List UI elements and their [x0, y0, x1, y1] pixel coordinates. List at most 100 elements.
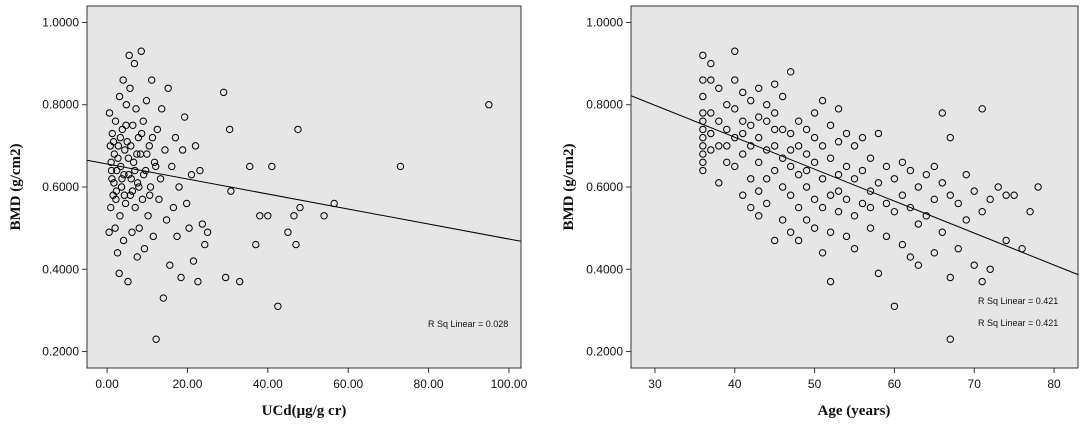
x-tick-label: 100.00: [491, 377, 528, 391]
data-point: [890, 207, 899, 216]
data-point: [139, 170, 148, 179]
data-point: [131, 166, 139, 175]
data-point: [107, 158, 115, 167]
data-point: [986, 265, 994, 273]
data-point: [842, 162, 851, 171]
data-point: [731, 133, 739, 142]
y-tick-label: 0.2000: [42, 345, 79, 359]
data-point: [834, 138, 843, 146]
data-point: [810, 195, 819, 204]
data-point: [866, 203, 875, 212]
data-point: [770, 80, 779, 88]
data-point: [1034, 183, 1042, 191]
data-point: [810, 133, 819, 142]
data-point: [120, 191, 129, 199]
data-point: [986, 195, 994, 204]
chart-left: 0.2000 0.4000 0.6000 0.8000 1.0000 0.00 20.00…: [8, 5, 528, 419]
data-point: [755, 84, 763, 92]
x-tick-label: 60: [888, 377, 902, 391]
data-point: [148, 133, 157, 142]
y-tick-label: 0.8000: [586, 98, 623, 112]
data-point: [126, 84, 134, 92]
data-point: [946, 273, 954, 282]
data-point: [135, 183, 143, 191]
data-point: [715, 84, 723, 92]
x-tick-label: 30: [648, 377, 662, 391]
data-point: [112, 195, 120, 204]
y-tick-label: 0.2000: [586, 345, 623, 359]
x-ticks-left: 0.00 20.00 40.00 60.00 80.00 100.00: [95, 368, 528, 391]
data-point: [147, 76, 156, 84]
data-point: [191, 142, 200, 150]
data-point: [143, 150, 151, 158]
data-point: [152, 162, 160, 171]
fit-line-left: [86, 159, 522, 242]
data-point: [794, 203, 803, 212]
data-point: [794, 170, 803, 179]
data-point: [158, 105, 166, 113]
data-point: [221, 273, 230, 282]
x-tick-label: 80.00: [414, 377, 444, 391]
data-point: [124, 154, 133, 162]
data-point: [818, 142, 827, 150]
data-point: [731, 47, 739, 55]
plot-area-right: [630, 5, 1079, 369]
data-point: [189, 257, 198, 265]
data-point: [970, 261, 978, 269]
data-point: [121, 199, 130, 208]
data-point: [123, 138, 131, 146]
data-point: [137, 47, 145, 55]
data-point: [108, 129, 117, 138]
data-point: [747, 96, 755, 105]
data-point: [131, 203, 139, 212]
data-point: [810, 158, 819, 167]
data-point: [114, 154, 122, 162]
data-point: [125, 51, 133, 60]
data-point: [826, 228, 835, 236]
y-ticks-right: 0.2000 0.4000 0.6000 0.8000 1.0000: [586, 15, 631, 359]
data-point: [130, 59, 139, 68]
data-point: [731, 162, 739, 171]
x-axis-label-left: UCd(μg/g cr): [262, 403, 347, 419]
data-point: [874, 269, 883, 278]
data-point: [707, 109, 715, 117]
data-point: [826, 277, 835, 286]
chart-right: 0.2000 0.4000 0.6000 0.8000 1.0000 30 40 50 60 7…: [561, 5, 1079, 419]
data-point: [110, 179, 118, 187]
x-tick-label: 40.00: [253, 377, 283, 391]
data-point: [168, 162, 176, 171]
data-point: [834, 187, 843, 195]
data-point: [699, 51, 707, 60]
data-point: [786, 191, 795, 199]
x-ticks-right: 30 40 50 60 70 80: [648, 368, 1061, 391]
data-point: [818, 249, 827, 257]
data-point: [962, 216, 970, 224]
y-tick-label: 0.6000: [586, 180, 623, 194]
data-point: [107, 203, 115, 212]
data-point: [1010, 191, 1018, 199]
data-point: [699, 92, 707, 101]
data-point: [284, 228, 292, 236]
data-point: [110, 150, 119, 158]
data-point: [850, 142, 859, 150]
data-point: [850, 245, 859, 253]
data-point: [699, 125, 707, 134]
data-point: [850, 212, 859, 220]
data-point: [954, 245, 962, 253]
data-point: [898, 191, 907, 199]
data-point: [786, 228, 795, 236]
data-point: [236, 277, 244, 286]
data-point: [946, 133, 954, 142]
data-point: [133, 150, 141, 158]
data-point: [117, 183, 126, 191]
data-point: [159, 294, 168, 302]
data-point: [173, 232, 181, 241]
data-point: [731, 105, 739, 113]
data-point: [778, 125, 787, 134]
y-tick-label: 0.4000: [586, 262, 623, 276]
data-point: [156, 175, 165, 183]
data-point: [739, 191, 747, 199]
data-point: [906, 203, 915, 212]
data-point: [770, 236, 779, 245]
data-point: [762, 175, 771, 183]
